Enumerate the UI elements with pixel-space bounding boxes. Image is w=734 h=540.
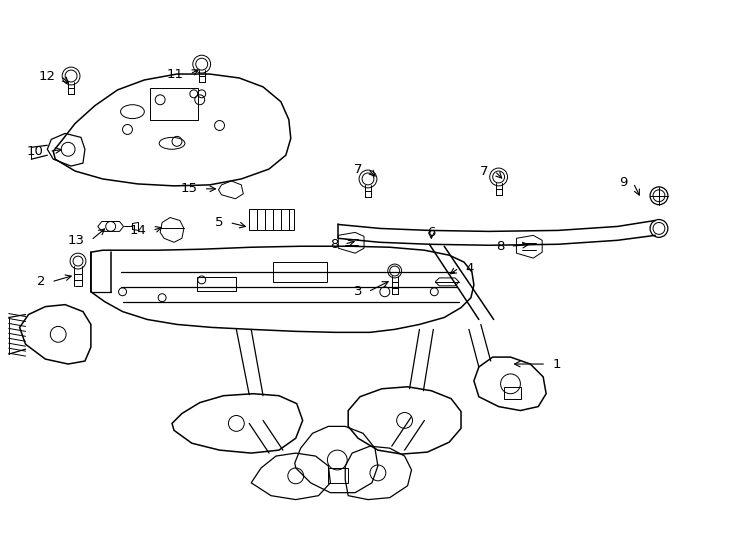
Text: 13: 13	[68, 234, 85, 247]
Text: 12: 12	[38, 70, 55, 83]
Text: 8: 8	[330, 238, 338, 251]
Text: 11: 11	[167, 68, 184, 80]
Text: 7: 7	[354, 163, 362, 176]
Text: 4: 4	[465, 261, 473, 274]
Text: 6: 6	[427, 226, 435, 239]
Text: 1: 1	[552, 357, 561, 370]
Text: 7: 7	[480, 165, 489, 178]
Text: 2: 2	[37, 275, 46, 288]
Text: 9: 9	[619, 177, 628, 190]
Text: 8: 8	[496, 240, 504, 253]
Text: 15: 15	[181, 183, 197, 195]
Text: 3: 3	[354, 285, 362, 298]
Text: 14: 14	[129, 224, 146, 237]
Text: 10: 10	[26, 145, 43, 158]
Text: 5: 5	[215, 216, 223, 229]
